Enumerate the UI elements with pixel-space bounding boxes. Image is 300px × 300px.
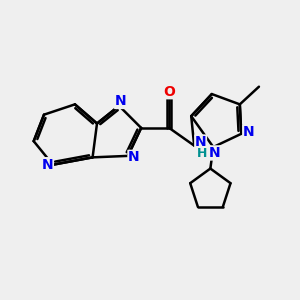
Text: H: H <box>197 147 208 160</box>
Text: N: N <box>128 150 140 164</box>
Text: N: N <box>209 146 220 160</box>
Text: N: N <box>243 125 254 139</box>
Text: O: O <box>163 85 175 99</box>
Text: N: N <box>115 94 126 108</box>
Text: N: N <box>195 135 206 149</box>
Text: N: N <box>42 158 53 172</box>
